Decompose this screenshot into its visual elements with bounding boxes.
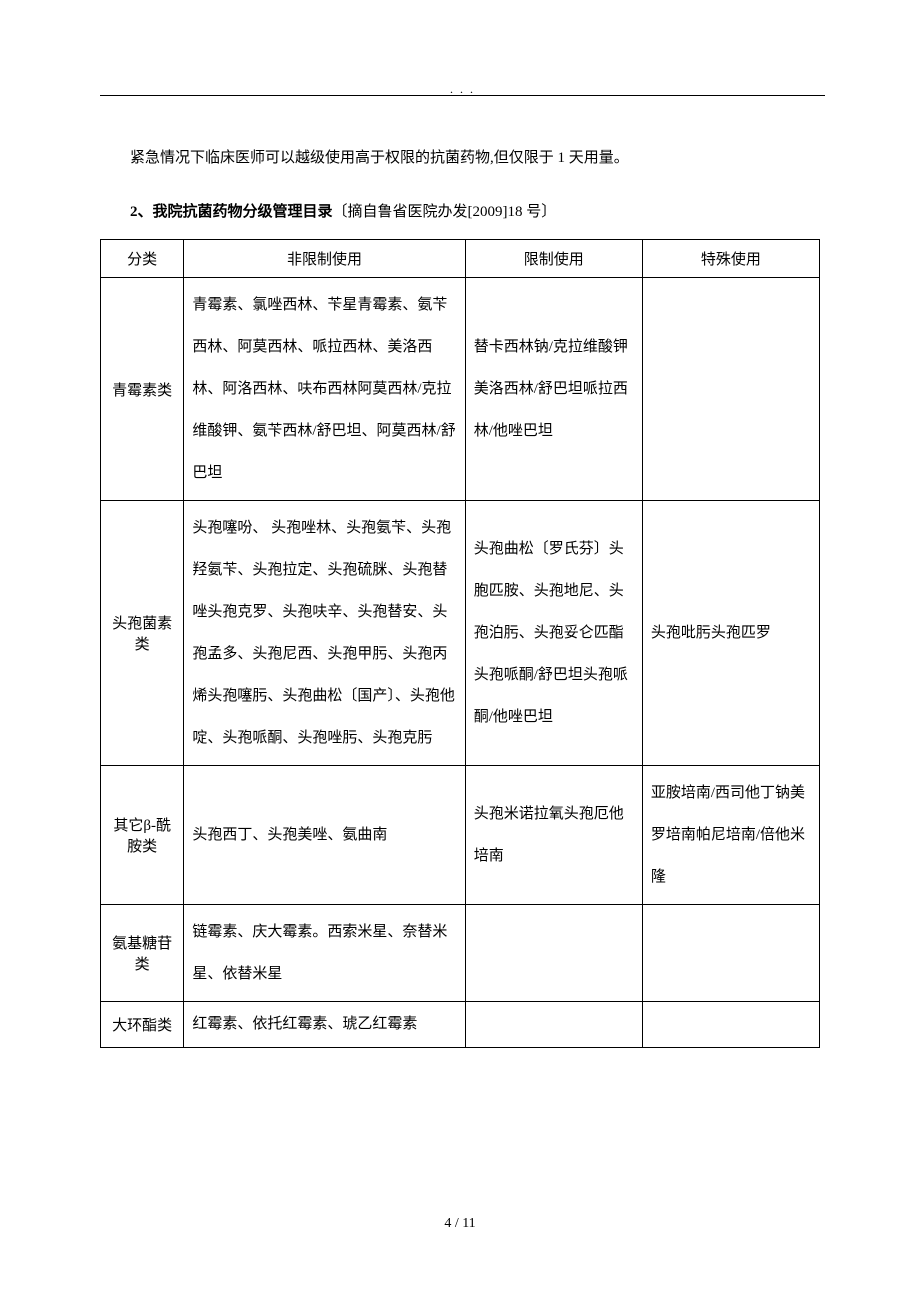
cell-unrestricted: 头孢西丁、头孢美唑、氨曲南 (184, 766, 465, 905)
cell-unrestricted: 红霉素、依托红霉素、琥乙红霉素 (184, 1002, 465, 1048)
section-heading: 2、我院抗菌药物分级管理目录〔摘自鲁省医院办发[2009]18 号〕 (100, 200, 820, 221)
header-unrestricted: 非限制使用 (184, 240, 465, 278)
cell-special: 头孢吡肟头孢匹罗 (642, 501, 819, 766)
drug-classification-table: 分类 非限制使用 限制使用 特殊使用 青霉素类 青霉素、氯唑西林、苄星青霉素、氨… (100, 239, 820, 1048)
table-row: 氨基糖苷类 链霉素、庆大霉素。西索米星、奈替米星、依替米星 (101, 905, 820, 1002)
cell-category: 氨基糖苷类 (101, 905, 184, 1002)
cell-restricted: 头孢曲松〔罗氏芬〕头胞匹胺、头孢地尼、头孢泊肟、头孢妥仑匹酯头孢哌酮/舒巴坦头孢… (465, 501, 642, 766)
cell-restricted: 头孢米诺拉氧头孢厄他培南 (465, 766, 642, 905)
intro-paragraph: 紧急情况下临床医师可以越级使用高于权限的抗菌药物,但仅限于 1 天用量。 (100, 145, 820, 172)
table-row: 大环酯类 红霉素、依托红霉素、琥乙红霉素 (101, 1002, 820, 1048)
table-row: 其它β-酰胺类 头孢西丁、头孢美唑、氨曲南 头孢米诺拉氧头孢厄他培南 亚胺培南/… (101, 766, 820, 905)
cell-special (642, 905, 819, 1002)
cell-special: 亚胺培南/西司他丁钠美罗培南帕尼培南/倍他米隆 (642, 766, 819, 905)
cell-special (642, 278, 819, 501)
table-header-row: 分类 非限制使用 限制使用 特殊使用 (101, 240, 820, 278)
cell-restricted: 替卡西林钠/克拉维酸钾美洛西林/舒巴坦哌拉西林/他唑巴坦 (465, 278, 642, 501)
cell-special (642, 1002, 819, 1048)
cell-restricted (465, 1002, 642, 1048)
cell-category: 其它β-酰胺类 (101, 766, 184, 905)
cell-category: 头孢菌素类 (101, 501, 184, 766)
page-number: 4 / 11 (0, 1216, 920, 1232)
cell-unrestricted: 青霉素、氯唑西林、苄星青霉素、氨苄西林、阿莫西林、哌拉西林、美洛西林、阿洛西林、… (184, 278, 465, 501)
section-number: 2、 (130, 204, 153, 220)
section-title-text: 我院抗菌药物分级管理目录 (153, 204, 333, 220)
cell-unrestricted: 链霉素、庆大霉素。西索米星、奈替米星、依替米星 (184, 905, 465, 1002)
section-source: 〔摘自鲁省医院办发[2009]18 号〕 (333, 204, 557, 220)
header-divider (100, 95, 825, 96)
cell-unrestricted: 头孢噻吩、 头孢唑林、头孢氨苄、头孢羟氨苄、头孢拉定、头孢硫脒、头孢替唑头孢克罗… (184, 501, 465, 766)
header-special: 特殊使用 (642, 240, 819, 278)
table-row: 头孢菌素类 头孢噻吩、 头孢唑林、头孢氨苄、头孢羟氨苄、头孢拉定、头孢硫脒、头孢… (101, 501, 820, 766)
cell-restricted (465, 905, 642, 1002)
header-restricted: 限制使用 (465, 240, 642, 278)
table-row: 青霉素类 青霉素、氯唑西林、苄星青霉素、氨苄西林、阿莫西林、哌拉西林、美洛西林、… (101, 278, 820, 501)
cell-category: 青霉素类 (101, 278, 184, 501)
cell-category: 大环酯类 (101, 1002, 184, 1048)
header-category: 分类 (101, 240, 184, 278)
